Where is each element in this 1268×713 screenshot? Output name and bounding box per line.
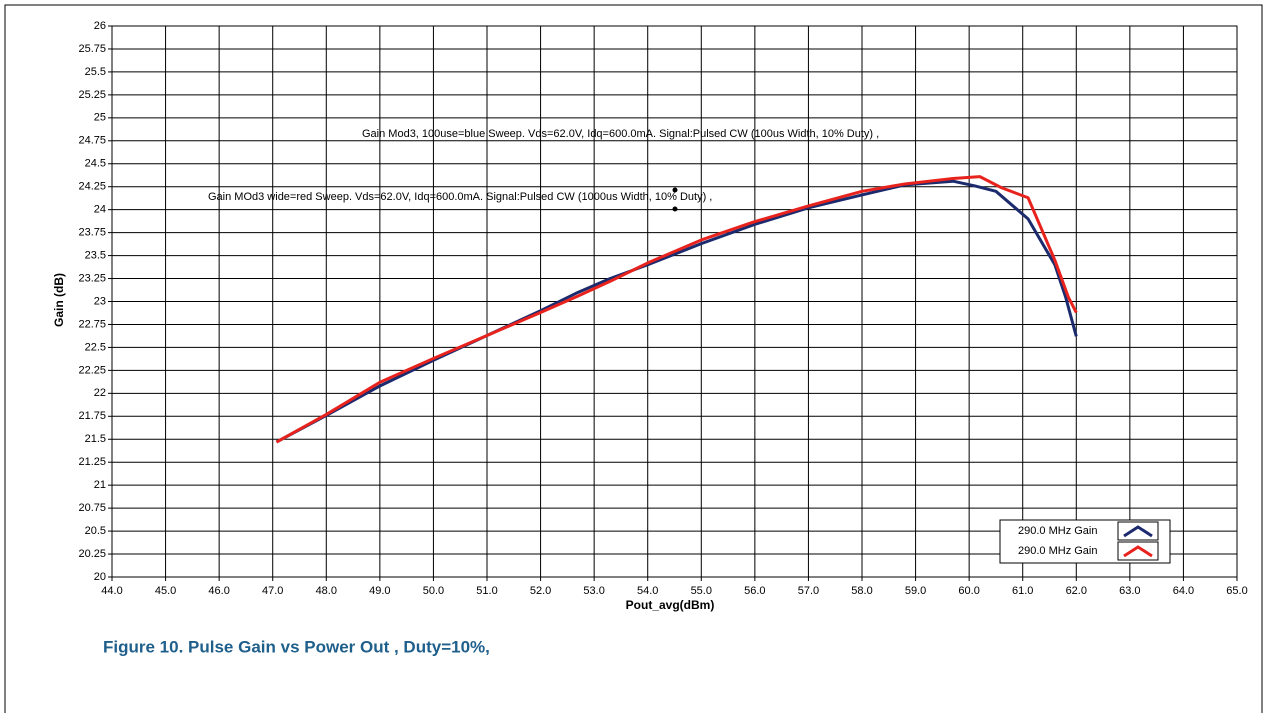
y-tick-label: 24	[94, 204, 106, 216]
x-tick-label: 56.0	[744, 585, 765, 597]
y-tick-label: 23.75	[78, 227, 106, 239]
y-tick-label: 20.5	[85, 525, 106, 537]
legend-swatch-box	[1117, 521, 1159, 541]
cursor-dot	[672, 187, 678, 193]
x-tick-label: 46.0	[208, 585, 229, 597]
x-tick-label: 50.0	[423, 585, 444, 597]
legend-label: 290.0 MHz Gain	[1018, 525, 1097, 537]
x-tick-label: 47.0	[262, 585, 283, 597]
x-axis-label: Pout_avg(dBm)	[626, 598, 715, 612]
legend-swatch	[1123, 545, 1153, 558]
y-tick-label: 25.75	[78, 43, 106, 55]
y-tick-label: 22.5	[85, 341, 106, 353]
y-tick-label: 24.25	[78, 181, 106, 193]
y-tick-label: 20.75	[78, 502, 106, 514]
x-tick-label: 61.0	[1012, 585, 1033, 597]
x-tick-label: 54.0	[637, 585, 658, 597]
y-tick-label: 22.75	[78, 318, 106, 330]
annotation: Gain MOd3 wide=red Sweep. Vds=62.0V, Idq…	[208, 191, 712, 203]
y-tick-label: 21.25	[78, 456, 106, 468]
x-tick-label: 55.0	[691, 585, 712, 597]
y-tick-label: 21.75	[78, 410, 106, 422]
x-tick-label: 63.0	[1119, 585, 1140, 597]
y-tick-label: 25	[94, 112, 106, 124]
y-tick-label: 21.5	[85, 433, 106, 445]
cursor-dot	[672, 206, 678, 212]
x-tick-label: 62.0	[1066, 585, 1087, 597]
x-tick-label: 57.0	[798, 585, 819, 597]
x-tick-label: 53.0	[583, 585, 604, 597]
y-tick-label: 24.5	[85, 158, 106, 170]
y-tick-label: 20	[94, 571, 106, 583]
legend-label: 290.0 MHz Gain	[1018, 545, 1097, 557]
x-tick-label: 65.0	[1226, 585, 1247, 597]
x-tick-label: 44.0	[101, 585, 122, 597]
y-tick-label: 22.25	[78, 364, 106, 376]
x-tick-label: 45.0	[155, 585, 176, 597]
x-tick-label: 48.0	[316, 585, 337, 597]
y-tick-label: 25.25	[78, 89, 106, 101]
caption: Figure 10. Pulse Gain vs Power Out , Dut…	[103, 637, 490, 656]
y-axis-label: Gain (dB)	[52, 273, 66, 327]
y-tick-label: 26	[94, 20, 106, 32]
y-tick-label: 23.25	[78, 272, 106, 284]
plot-frame	[111, 25, 1238, 578]
page-frame	[4, 4, 1263, 713]
legend-swatch	[1123, 525, 1153, 538]
y-tick-label: 24.75	[78, 135, 106, 147]
x-tick-label: 52.0	[530, 585, 551, 597]
x-tick-label: 64.0	[1173, 585, 1194, 597]
y-tick-label: 20.25	[78, 548, 106, 560]
y-tick-label: 23.5	[85, 249, 106, 261]
x-tick-label: 49.0	[369, 585, 390, 597]
y-tick-label: 21	[94, 479, 106, 491]
x-tick-label: 59.0	[905, 585, 926, 597]
data-line	[275, 179, 1078, 444]
y-tick-label: 23	[94, 295, 106, 307]
legend-swatch-box	[1117, 541, 1159, 561]
y-tick-label: 22	[94, 387, 106, 399]
y-tick-label: 25.5	[85, 66, 106, 78]
data-line	[275, 175, 1078, 444]
x-tick-label: 58.0	[851, 585, 872, 597]
x-tick-label: 60.0	[958, 585, 979, 597]
annotation: Gain Mod3, 100use=blue Sweep. Vds=62.0V,…	[362, 128, 879, 140]
x-tick-label: 51.0	[476, 585, 497, 597]
